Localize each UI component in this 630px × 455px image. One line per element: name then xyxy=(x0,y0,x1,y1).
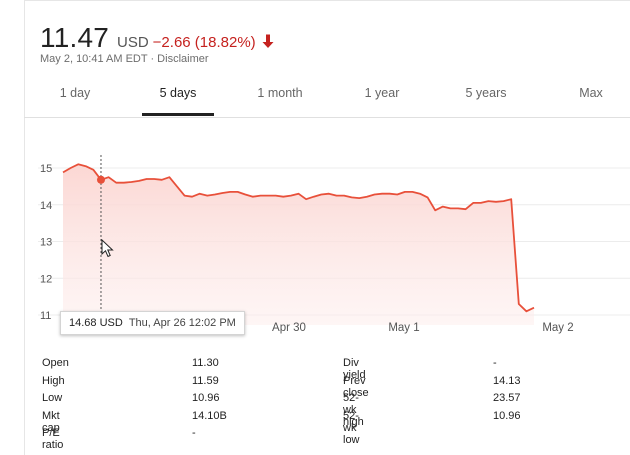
tab-5-days[interactable]: 5 days xyxy=(142,78,214,116)
x-tick-label: May 2 xyxy=(542,322,573,334)
price-currency: USD xyxy=(117,34,149,51)
tooltip-date: Thu, Apr 26 12:02 PM xyxy=(128,317,236,329)
tab-1-month[interactable]: 1 month xyxy=(257,86,303,100)
x-tick-label: Apr 30 xyxy=(272,322,306,334)
hover-point xyxy=(96,175,105,184)
stat-label: High xyxy=(42,374,65,387)
tooltip-price: 14.68 USD xyxy=(69,317,123,329)
stat-label: Low xyxy=(42,392,63,404)
stat-label: 52-wk low xyxy=(343,409,360,446)
tab-max[interactable]: Max xyxy=(579,86,603,100)
stat-label: Div yield xyxy=(343,357,366,381)
tab-1-year[interactable]: 1 year xyxy=(364,86,400,100)
price-chart[interactable]: 15 14 13 12 11 Apr 30 May 1 May 2 xyxy=(0,0,630,345)
y-tick-label: 12 xyxy=(40,273,52,285)
stat-value: 14.13 xyxy=(493,374,521,387)
stat-label: Prev close xyxy=(343,374,369,399)
stat-label: P/E ratio xyxy=(42,427,64,451)
stat-value: 23.57 xyxy=(493,392,521,404)
timestamp-disclaimer: May 2, 10:41 AM EDT · Disclaimer xyxy=(40,53,209,65)
stat-value: 10.96 xyxy=(493,409,521,422)
price-header: 11.47 USD −2.66 (18.82%) xyxy=(40,22,275,54)
tab-1-day[interactable]: 1 day xyxy=(59,86,91,100)
stat-value: - xyxy=(493,357,497,369)
tab-5-years[interactable]: 5 years xyxy=(465,86,507,100)
stat-value: 11.30 xyxy=(192,357,219,369)
price-tooltip: 14.68 USD Thu, Apr 26 12:02 PM xyxy=(60,311,245,335)
y-tick-label: 13 xyxy=(40,237,52,249)
tabs-divider xyxy=(24,117,630,118)
stat-label: 52-wk high xyxy=(343,392,364,428)
range-tabs: 1 day 5 days 1 month 1 year 5 years Max xyxy=(24,78,630,116)
y-tick-label: 15 xyxy=(40,163,52,175)
y-tick-label: 14 xyxy=(40,200,52,212)
stat-value: 10.96 xyxy=(192,392,220,404)
stat-label: Open xyxy=(42,357,69,369)
stat-value: 11.59 xyxy=(192,374,219,387)
stat-label: Mkt cap xyxy=(42,409,60,434)
x-tick-label: May 1 xyxy=(388,322,419,334)
card-border-left xyxy=(24,0,25,455)
card-border-top xyxy=(24,0,630,1)
stat-value: - xyxy=(192,427,196,439)
price-line xyxy=(62,163,535,313)
arrow-down-icon xyxy=(262,34,274,48)
price-value: 11.47 xyxy=(40,22,109,53)
stat-value: 14.10B xyxy=(192,409,227,422)
price-change: −2.66 (18.82%) xyxy=(152,34,256,51)
mouse-pointer-icon xyxy=(101,239,114,258)
price-area xyxy=(63,164,534,325)
y-tick-label: 11 xyxy=(40,310,51,322)
